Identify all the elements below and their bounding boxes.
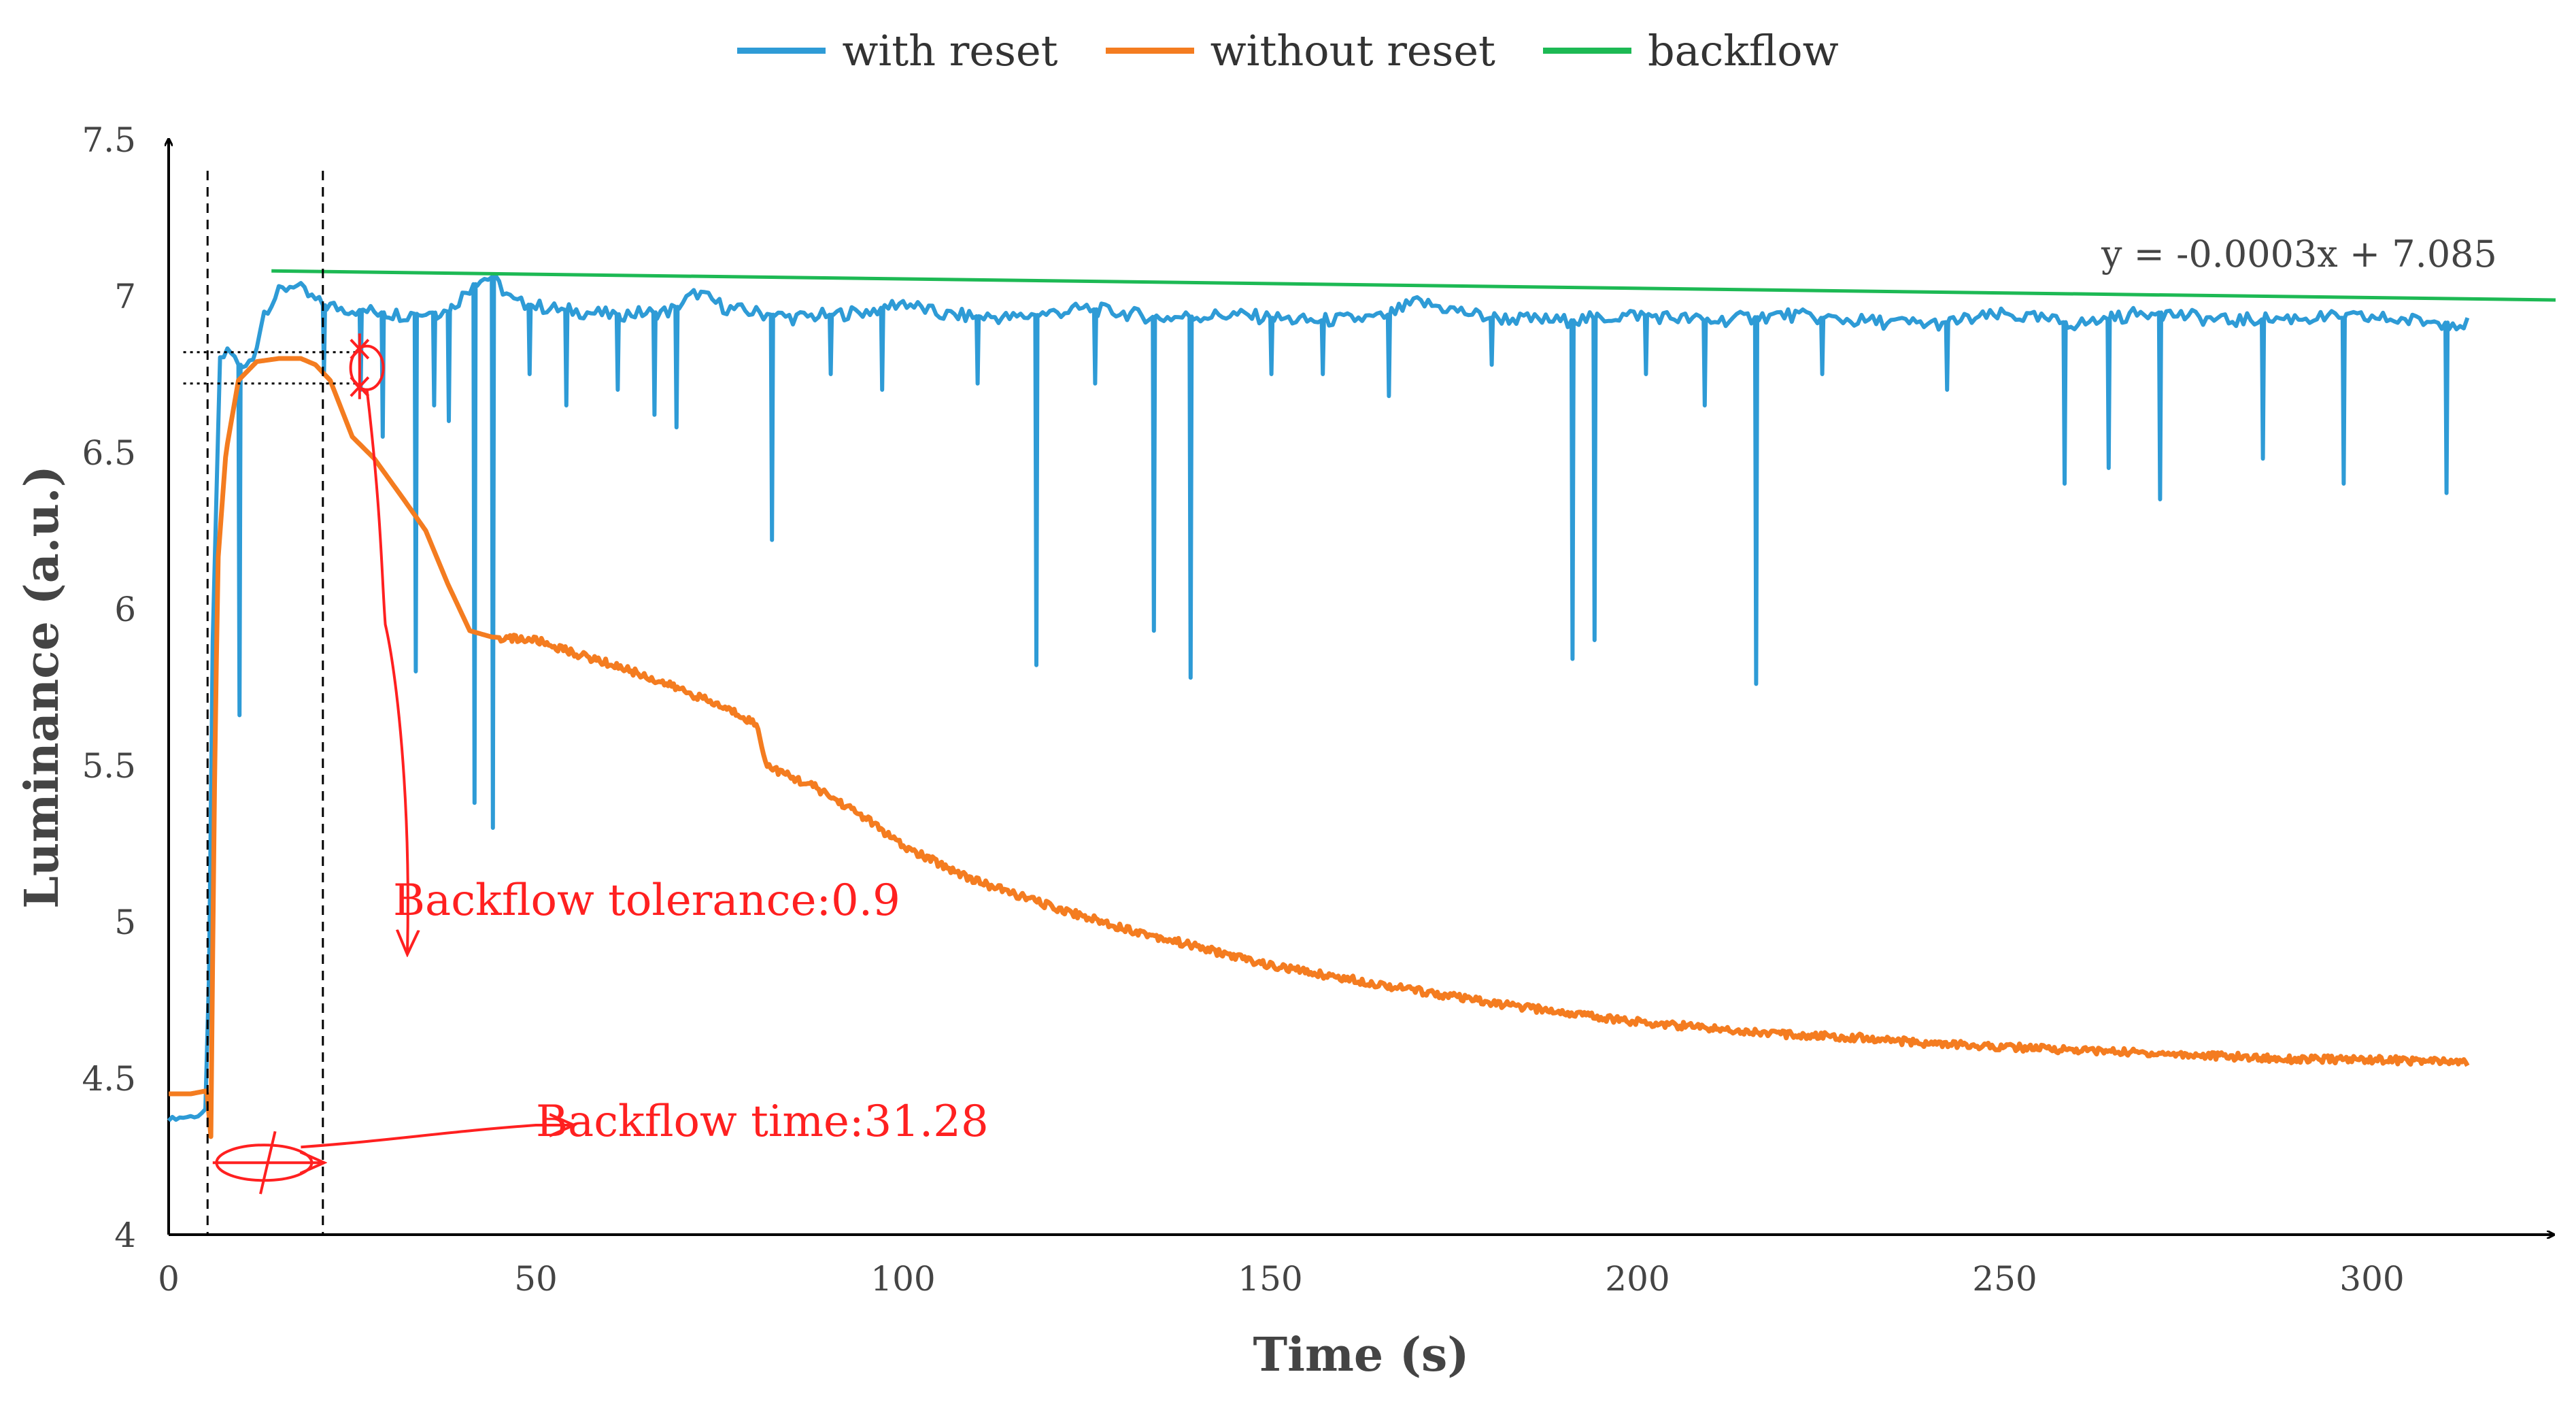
legend-swatch-backflow (1542, 48, 1631, 54)
y-tick-label: 7.5 (82, 120, 136, 160)
y-tick-label: 4.5 (82, 1059, 136, 1099)
legend-item-backflow: backflow (1542, 26, 1839, 76)
legend-swatch-with-reset (737, 48, 826, 54)
trendline-equation: y = -0.0003x + 7.085 (2101, 233, 2497, 276)
x-axis-title: Time (s) (1253, 1328, 1470, 1382)
y-axis-title: Luminance (a.u.) (15, 465, 69, 909)
x-tick-label: 100 (870, 1259, 935, 1299)
series-backflow-line (271, 269, 2556, 302)
x-tick-label: 150 (1238, 1259, 1302, 1299)
legend: with reset without reset backflow (0, 26, 2576, 76)
tolerance-loop (349, 344, 385, 391)
x-tick-label: 300 (2339, 1259, 2404, 1299)
time-label: Backflow time:31.28 (536, 1097, 989, 1147)
x-tick-label: 0 (158, 1259, 180, 1299)
y-tick-label: 4 (114, 1216, 136, 1255)
x-tick-label: 50 (514, 1259, 558, 1299)
time-arrow (301, 1125, 573, 1149)
legend-label-backflow: backflow (1647, 26, 1839, 76)
y-tick-label: 6.5 (82, 433, 136, 473)
time-slash (259, 1131, 277, 1195)
y-tick-label: 6 (114, 590, 136, 629)
legend-swatch-without-reset (1105, 48, 1194, 54)
series-with-reset-line (167, 273, 2470, 1122)
x-tick-label: 250 (1972, 1259, 2037, 1299)
legend-label-without-reset: without reset (1210, 26, 1495, 76)
x-tick-label: 200 (1605, 1259, 1670, 1299)
tolerance-label: Backflow tolerance:0.9 (393, 875, 900, 926)
series-without-reset-line (168, 356, 2470, 1139)
y-tick-label: 7 (114, 277, 136, 316)
legend-item-without-reset: without reset (1105, 26, 1495, 76)
tolerance-arrow (365, 389, 408, 953)
y-tick-label: 5 (114, 903, 136, 942)
legend-item-with-reset: with reset (737, 26, 1058, 76)
y-tick-label: 5.5 (82, 746, 136, 786)
legend-label-with-reset: with reset (842, 26, 1058, 76)
